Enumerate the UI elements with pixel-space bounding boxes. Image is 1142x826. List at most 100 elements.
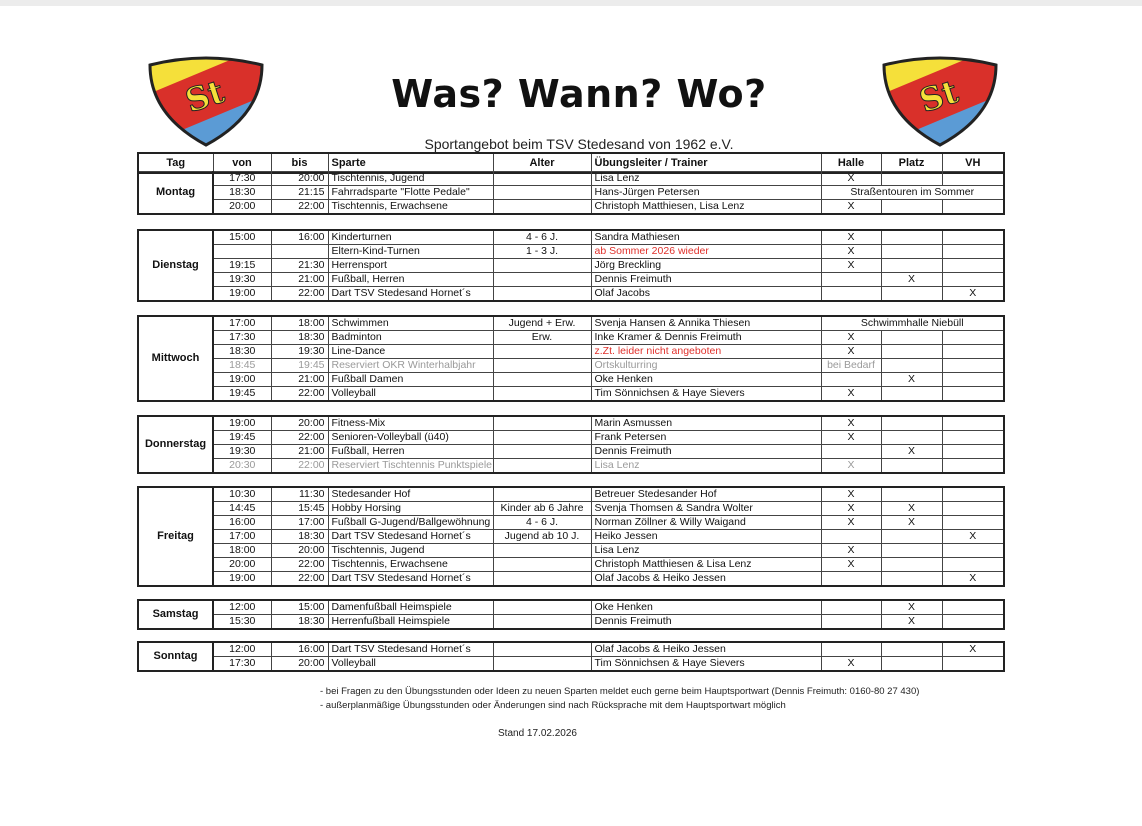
cell-halle: X [820, 199, 882, 215]
table-row: 14:45 15:45 Hobby Horsing Kinder ab 6 Jahre… [138, 501, 1005, 516]
cell-vh [941, 543, 1005, 558]
cell-vh [941, 199, 1005, 215]
table-row: 19:00 22:00 Dart TSV Stedesand Hornet´s Ola… [138, 286, 1005, 302]
cell-alter [492, 258, 592, 273]
cell-sparte: Eltern-Kind-Turnen [327, 244, 494, 259]
cell-vh [941, 258, 1005, 273]
cell-platz: X [880, 599, 943, 615]
table-row: 17:00 18:30 Dart TSV Stedesand Hornet´s Jug… [138, 529, 1005, 544]
cell-trainer: Sandra Mathiesen [590, 229, 822, 245]
cell-alter [492, 286, 592, 302]
cell-bis: 18:30 [270, 529, 329, 544]
cell-vh [941, 614, 1005, 630]
cell-halle [820, 641, 882, 657]
column-header-sparte: Sparte [327, 152, 494, 174]
club-logo-left: St [148, 56, 264, 147]
cell-bis: 16:00 [270, 641, 329, 657]
cell-platz: X [880, 272, 943, 287]
cell-trainer: Heiko Jessen [590, 529, 822, 544]
cell-trainer: Marin Asmussen [590, 415, 822, 431]
table-row: 18:45 19:45 Reserviert OKR Winterhalbjahr O… [138, 358, 1005, 373]
cell-sparte: Kinderturnen [327, 229, 494, 245]
cell-bis: 21:00 [270, 272, 329, 287]
cell-bis: 22:00 [270, 199, 329, 215]
cell-trainer: Christoph Matthiesen, Lisa Lenz [590, 199, 822, 215]
cell-platz [880, 641, 943, 657]
table-row: Freitag 10:30 11:30 Stedesander Hof Betreuer… [137, 486, 1005, 587]
cell-trainer: Ortskulturring [590, 358, 822, 373]
cell-sparte: Dart TSV Stedesand Hornet´s [327, 571, 494, 587]
cell-halle: X [820, 244, 882, 259]
cell-vh [941, 244, 1005, 259]
cell-trainer: Oke Henken [590, 372, 822, 387]
cell-sparte: Tischtennis, Jugend [327, 171, 494, 186]
day-table-freitag: Freitag 10:30 11:30 Stedesander Hof Betreuer… [137, 486, 1005, 587]
cell-trainer: Olaf Jacobs & Heiko Jessen [590, 571, 822, 587]
cell-alter: 4 - 6 J. [492, 229, 592, 245]
cell-trainer: Tim Sönnichsen & Haye Sievers [590, 656, 822, 672]
cell-halle: X [820, 386, 882, 402]
table-row: Donnerstag 19:00 20:00 Fitness-Mix Marin Asm… [137, 415, 1005, 474]
cell-alter [492, 185, 592, 200]
cell-vh [941, 386, 1005, 402]
cell-von: 18:00 [212, 543, 272, 558]
cell-platz [880, 656, 943, 672]
cell-trainer: Tim Sönnichsen & Haye Sievers [590, 386, 822, 402]
cell-vh: X [941, 529, 1005, 544]
table-row: Mittwoch 17:00 18:00 Schwimmen Jugend + Erw.… [137, 315, 1005, 402]
cell-von: 19:15 [212, 258, 272, 273]
cell-bis: 17:00 [270, 515, 329, 530]
cell-halle: X [820, 543, 882, 558]
table-row: Eltern-Kind-Turnen 1 - 3 J. ab Sommer 2026… [138, 244, 1005, 259]
cell-von: 14:45 [212, 501, 272, 516]
column-header-halle: Halle [820, 152, 882, 174]
cell-von: 12:00 [212, 641, 272, 657]
top-bar [0, 0, 1142, 6]
cell-von: 18:30 [212, 344, 272, 359]
cell-alter [492, 641, 592, 657]
cell-von: 19:00 [212, 571, 272, 587]
cell-trainer: Dennis Freimuth [590, 444, 822, 459]
cell-platz: X [880, 614, 943, 630]
cell-sparte: Fußball Damen [327, 372, 494, 387]
cell-bis: 21:30 [270, 258, 329, 273]
cell-alter: 4 - 6 J. [492, 515, 592, 530]
cell-trainer: Olaf Jacobs [590, 286, 822, 302]
cell-vh [941, 272, 1005, 287]
page-title: Was? Wann? Wo? [391, 72, 767, 116]
cell-sparte: Fußball, Herren [327, 444, 494, 459]
cell-trainer: Oke Henken [590, 599, 822, 615]
note-line: - bei Fragen zu den Übungsstunden oder I… [320, 686, 920, 697]
cell-bis: 20:00 [270, 415, 329, 431]
cell-platz [880, 171, 943, 186]
cell-sparte: Stedesander Hof [327, 486, 494, 502]
cell-vh [941, 229, 1005, 245]
cell-alter [492, 599, 592, 615]
cell-sparte: Fitness-Mix [327, 415, 494, 431]
cell-trainer: Lisa Lenz [590, 171, 822, 186]
column-header-platz: Platz [880, 152, 943, 174]
page-subtitle: Sportangebot beim TSV Stedesand von 1962… [424, 136, 734, 152]
cell-von: 17:00 [212, 529, 272, 544]
cell-alter [492, 543, 592, 558]
cell-vh [941, 372, 1005, 387]
cell-von: 17:30 [212, 330, 272, 345]
table-row: 20:00 22:00 Tischtennis, Erwachsene Christo… [138, 557, 1005, 572]
cell-von: 19:00 [212, 286, 272, 302]
cell-von: 18:45 [212, 358, 272, 373]
cell-platz [880, 529, 943, 544]
cell-bis: 22:00 [270, 430, 329, 445]
cell-halle [820, 599, 882, 615]
cell-alter [492, 458, 592, 474]
cell-halle: X [820, 344, 882, 359]
cell-von: 19:00 [212, 415, 272, 431]
cell-bis: 21:15 [270, 185, 329, 200]
cell-trainer: ab Sommer 2026 wieder [590, 244, 822, 259]
day-label: Samstag [137, 599, 214, 630]
cell-halle [820, 529, 882, 544]
cell-sparte: Reserviert Tischtennis Punktspiele [327, 458, 494, 474]
column-header-vh: VH [941, 152, 1005, 174]
cell-von: 19:00 [212, 372, 272, 387]
cell-sparte: Senioren-Volleyball (ü40) [327, 430, 494, 445]
cell-vh [941, 415, 1005, 431]
